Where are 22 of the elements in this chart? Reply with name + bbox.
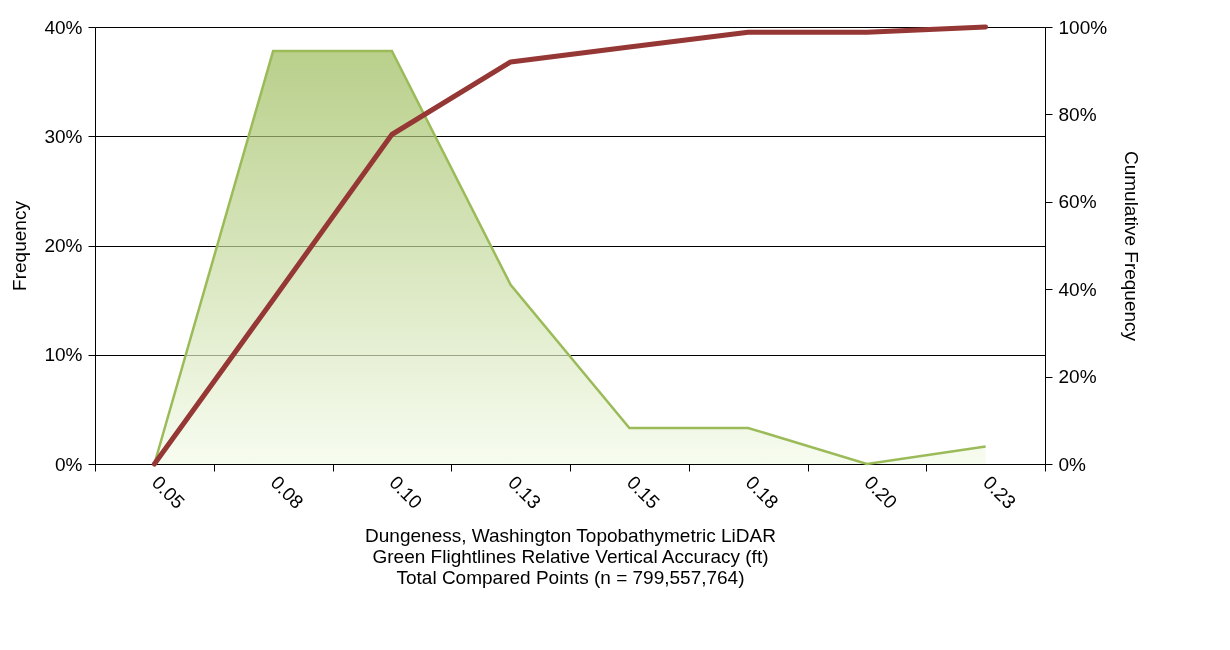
x-tick-label: 0.20: [860, 471, 902, 513]
y-tick-label: 40%: [44, 16, 83, 38]
y2-tick-label: 20%: [1058, 366, 1097, 388]
x-tick-label: 0.18: [741, 471, 783, 513]
y-tick-label: 20%: [44, 235, 83, 256]
x-tick-label: 0.05: [147, 471, 189, 513]
x-tick-label: 0.23: [979, 471, 1021, 513]
y2-tick-label: 40%: [1058, 278, 1097, 300]
y2-tick-label: 100%: [1058, 16, 1108, 38]
x-axis-title: Dungeness, Washington Topobathymetric LiDAR Green Flightlines Relative Vertical Accuracy (ft) Total Compared Points (n = 799,557,764): [365, 524, 776, 588]
x-tick-label: 0.15: [622, 471, 664, 513]
y2-tick-label: 60%: [1058, 191, 1097, 213]
y2-tick-label: 80%: [1058, 103, 1097, 125]
x-tick-label: 0.08: [266, 471, 308, 513]
y-tick-label: 30%: [44, 125, 83, 147]
y-tick-label: 0%: [55, 453, 83, 475]
x-tick-label: 0.13: [504, 471, 546, 513]
y2-axis-title: Cumulative Frequency: [1121, 150, 1143, 342]
x-tick-label: 0.10: [385, 471, 427, 513]
y-tick-label: 10%: [44, 344, 83, 366]
y2-tick-label: 0%: [1058, 453, 1087, 475]
y-axis-title: Frequency: [9, 200, 31, 291]
